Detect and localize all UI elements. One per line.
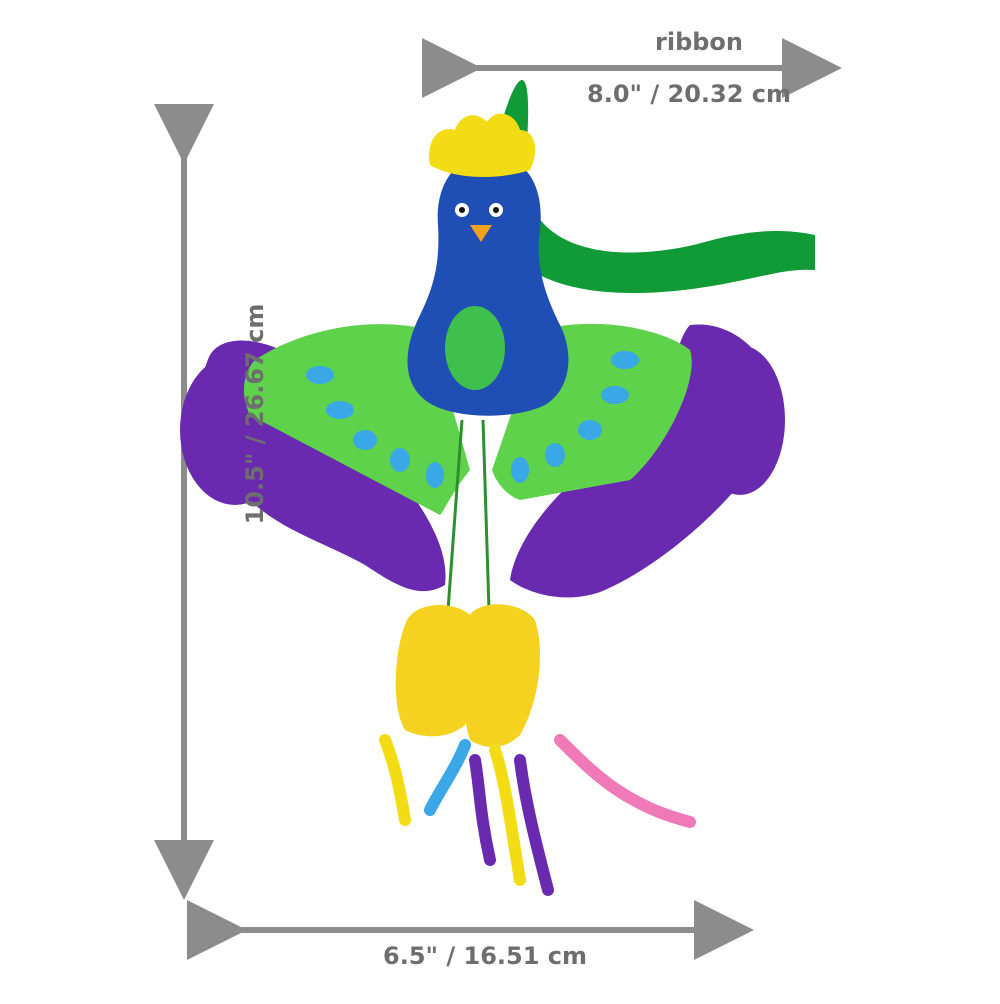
left-string [446,419,464,611]
beak [470,225,492,242]
wing-eye-spots [306,351,639,488]
ribbon-label: ribbon [655,28,743,56]
peacock-belly [445,306,505,390]
width-value: 6.5" / 16.51 cm [383,942,587,970]
height-value: 10.5" / 26.67 cm [241,303,269,525]
purple-streamer-left [469,754,496,866]
ribbon-length-value: 8.0" / 20.32 cm [587,80,791,108]
head-crest [429,113,536,177]
green-ribbon [491,80,815,294]
right-string [481,419,491,611]
purple-streamer-right [514,754,554,896]
yellow-foot-right [462,604,540,747]
yellow-streamer-right [489,744,526,886]
yellow-foot-left [395,605,479,737]
yellow-streamer-left [379,734,411,826]
pink-streamer [554,734,696,828]
blue-streamer [424,739,471,816]
